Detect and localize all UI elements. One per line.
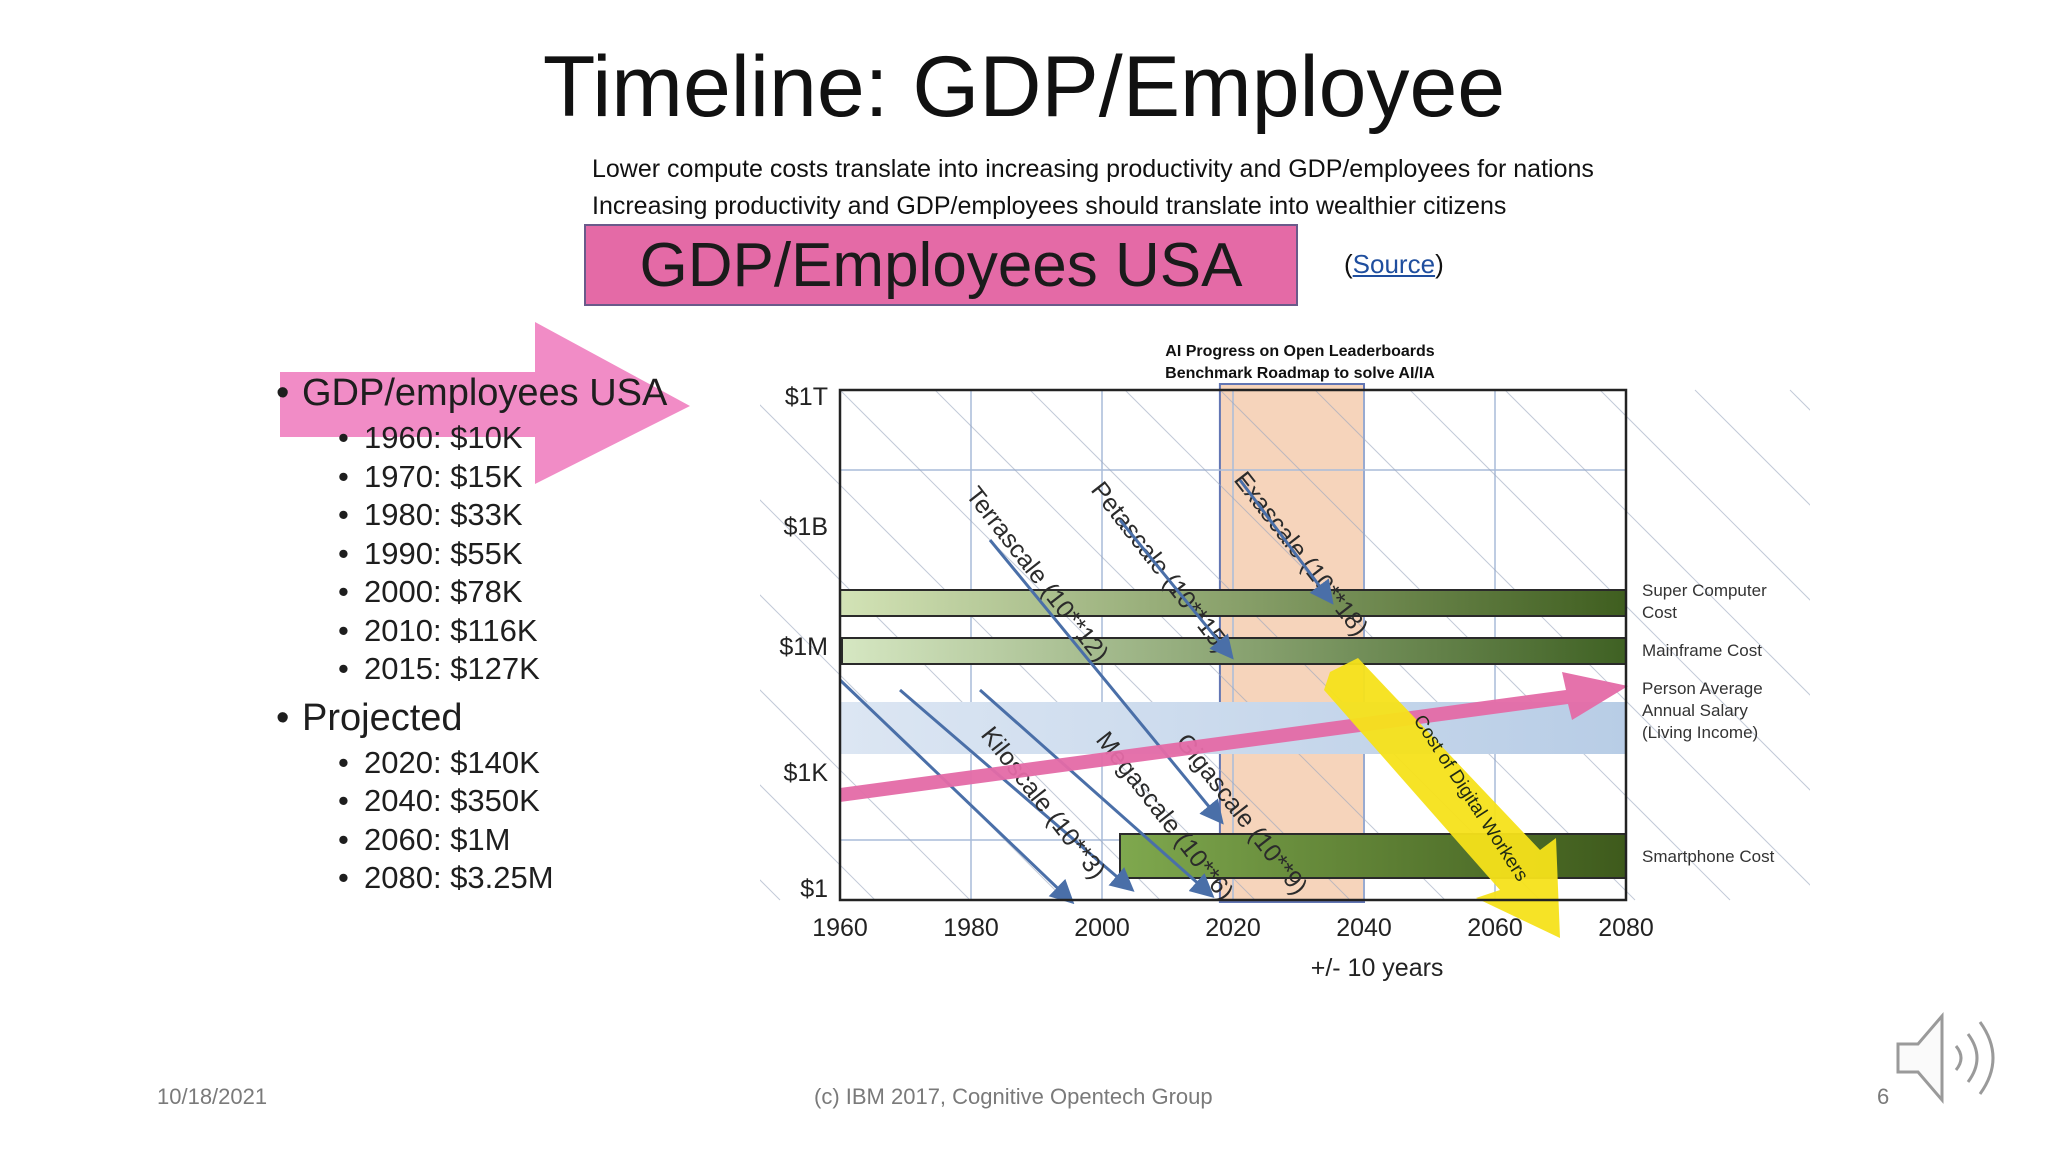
speaker-icon[interactable] — [1894, 1008, 2014, 1108]
plot-frame — [838, 388, 1628, 902]
footer-page-number: 6 — [1877, 1084, 1890, 1109]
bg-diagonal — [1789, 389, 1810, 411]
gdp-trend-arrow — [840, 672, 1628, 802]
gdp-banner: GDP/Employees USA — [584, 224, 1298, 306]
x-tick-label: 2080 — [1598, 914, 1654, 942]
slide-title: Timeline: GDP/Employee — [542, 39, 1506, 135]
bullet-item: • 2020: $140K — [338, 744, 540, 780]
source-open-paren: ( — [1344, 249, 1353, 279]
pink-arrow-icon — [280, 322, 690, 484]
bg-diagonal — [1694, 389, 1810, 506]
scale-arrow — [1118, 519, 1234, 660]
bullet-item-text: 1970: $15K — [364, 458, 523, 494]
source-close-paren: ) — [1435, 249, 1444, 279]
x-tick-label: 1980 — [943, 914, 999, 942]
bullet-item: • 2015: $127K — [338, 651, 540, 686]
bullet-item-text: 2040: $350K — [364, 783, 540, 818]
x-tick-label: 2020 — [1205, 914, 1261, 942]
bullet-item-text: 1990: $55K — [364, 535, 523, 571]
bullet-item-text: 2060: $1M — [364, 821, 511, 857]
compute-cost-chart: AI Progress on Open Leaderboards Benchmar… — [760, 343, 1810, 982]
bg-diagonal — [760, 689, 971, 901]
x-tick-label: 2040 — [1336, 914, 1392, 942]
bullet-heading-1-text: GDP/employees USA — [302, 372, 668, 414]
bullet-heading-2: • Projected — [276, 696, 463, 739]
source-reference: (Source) — [1344, 249, 1444, 280]
bullet-item: • 1990: $55K — [338, 535, 523, 571]
y-tick-label: $1M — [779, 633, 828, 661]
source-link[interactable]: Source — [1352, 249, 1436, 279]
bullet-item: • 2080: $3.25M — [338, 860, 554, 895]
footer-copyright: (c) IBM 2017, Cognitive Opentech Group — [814, 1084, 1213, 1109]
y-tick-label: $1T — [785, 383, 828, 411]
scale-arrow — [1238, 479, 1334, 605]
band-label: Smartphone Cost — [1642, 847, 1775, 866]
bullet-item-text: 2010: $116K — [364, 612, 538, 648]
x-tick-label: 2060 — [1467, 914, 1523, 942]
bullet-item-text: 2000: $78K — [364, 574, 523, 609]
scale-arrow — [988, 539, 1224, 825]
cost-band — [841, 637, 1627, 665]
bullet-item-text: 2080: $3.25M — [364, 860, 554, 895]
digital-workers-arrow — [1324, 658, 1560, 938]
bullet-item-text: 2020: $140K — [364, 744, 540, 780]
bullet-heading-2-text: Projected — [302, 696, 463, 739]
subtitle-line-2: Increasing productivity and GDP/employee… — [592, 192, 1507, 220]
bullet-item-text: 1960: $10K — [364, 420, 523, 455]
scale-arrow — [979, 688, 1215, 898]
bullet-list: • GDP/employees USA • 1960: $10K • 1970: $15… — [276, 372, 736, 898]
x-tick-label: 1960 — [812, 914, 868, 942]
x-tick-label: 2000 — [1074, 914, 1130, 942]
bg-diagonal — [1504, 389, 1810, 696]
bullet-item: • 2000: $78K — [338, 574, 523, 609]
bullet-item: • 1960: $10K — [338, 420, 523, 455]
bullet-item-text: 2015: $127K — [364, 651, 540, 686]
scale-arrow — [899, 688, 1135, 892]
bullet-item: • 2060: $1M — [338, 821, 511, 857]
scale-arrow — [838, 678, 1075, 905]
bullet-item: • 1980: $33K — [338, 497, 523, 532]
band-label: Super Computer Cost — [1642, 581, 1767, 622]
x-axis-label: +/- 10 years — [1311, 954, 1444, 982]
y-tick-label: $1K — [784, 759, 829, 787]
bullet-items-2: • 2020: $140K • 2040: $350K • 2060: $1M • 2080:… — [276, 744, 736, 898]
gdp-banner-text: GDP/Employees USA — [639, 230, 1243, 300]
subtitle-line-1: Lower compute costs translate into incre… — [592, 155, 1594, 183]
bg-diagonal — [1409, 389, 1810, 791]
bullet-item: • 2010: $116K — [338, 612, 538, 648]
bullet-item-text: 1980: $33K — [364, 497, 523, 532]
bullet-item: • 2040: $350K — [338, 783, 540, 818]
bg-diagonal — [760, 879, 781, 901]
chart-title-line: Benchmark Roadmap to solve AI/IA — [1165, 365, 1435, 382]
bg-diagonal — [1599, 389, 1810, 601]
y-tick-label: $1B — [784, 513, 828, 541]
band-label: Mainframe Cost — [1642, 641, 1762, 660]
band-label: Person Average Annual Salary (Living Incom… — [1642, 679, 1763, 742]
chart-title-line: AI Progress on Open Leaderboards — [1165, 343, 1435, 360]
bg-diagonal — [760, 784, 876, 901]
bullet-items-1: • 1960: $10K • 1970: $15K • 1980: $33K • 1990: … — [276, 419, 736, 689]
cost-band — [839, 589, 1627, 617]
footer-date: 10/18/2021 — [157, 1084, 268, 1109]
bullet-item: • 1970: $15K — [338, 458, 523, 494]
y-tick-label: $1 — [800, 875, 828, 903]
bullet-heading-1: • GDP/employees USA — [276, 372, 668, 414]
